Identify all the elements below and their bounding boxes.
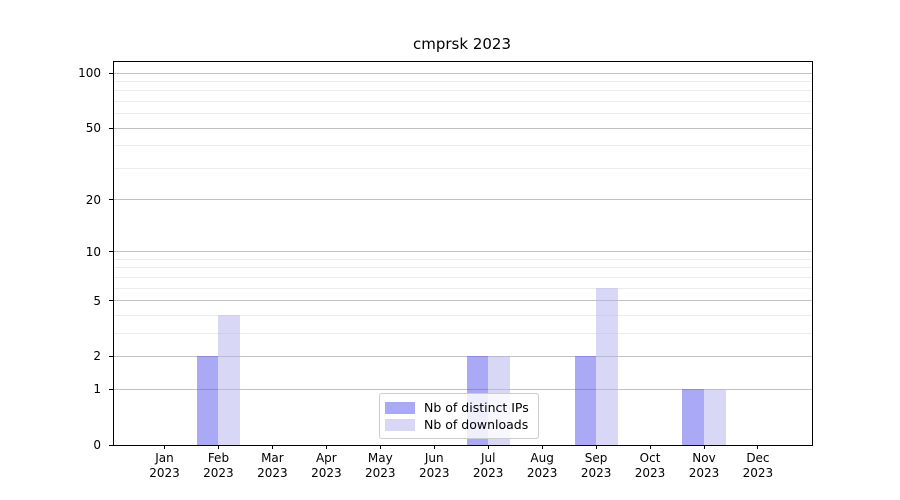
gridline-minor — [114, 90, 812, 92]
legend-label-downloads: Nb of downloads — [424, 417, 529, 432]
month-label: Jun — [424, 451, 444, 465]
x-tick-label-nov: Nov 2023 — [674, 451, 734, 481]
x-tick-label-may: May 2023 — [350, 451, 410, 481]
x-tick-label-jun: Jun 2023 — [404, 451, 464, 481]
y-axis-tick — [109, 72, 113, 74]
month-label: Sep — [584, 451, 608, 465]
year-label: 2023 — [634, 466, 666, 480]
y-axis-tick — [109, 300, 113, 302]
gridline-minor — [114, 258, 812, 260]
y-tick-label: 1 — [93, 382, 101, 397]
month-label: Oct — [639, 451, 661, 465]
gridline-major — [114, 127, 812, 129]
x-tick-label-jan: Jan 2023 — [135, 451, 195, 481]
month-label: Nov — [692, 451, 716, 465]
chart-title: cmprsk 2023 — [413, 35, 511, 53]
month-label: Jan — [155, 451, 174, 465]
bar-distinct-ips — [574, 356, 597, 445]
year-label: 2023 — [472, 466, 504, 480]
x-axis-tick — [541, 445, 543, 449]
year-label: 2023 — [526, 466, 558, 480]
y-axis-tick — [109, 388, 113, 390]
x-axis-tick — [595, 445, 597, 449]
year-label: 2023 — [365, 466, 396, 480]
x-axis-tick — [271, 445, 273, 449]
gridline-minor — [114, 167, 812, 169]
month-label: Jul — [480, 451, 496, 465]
x-tick-label-jul: Jul 2023 — [458, 451, 518, 481]
year-label: 2023 — [203, 466, 234, 480]
y-tick-label: 2 — [93, 349, 101, 364]
gridline-major — [114, 199, 812, 201]
x-tick-label-apr: Apr 2023 — [296, 451, 356, 481]
y-axis-tick — [109, 355, 113, 357]
legend-swatch-distinct-ips — [385, 401, 415, 414]
month-label: Dec — [746, 451, 770, 465]
x-axis-tick — [379, 445, 381, 449]
gridline-minor — [114, 314, 812, 316]
plot-area: Nb of distinct IPs Nb of downloads — [113, 61, 813, 446]
x-axis-tick — [649, 445, 651, 449]
y-tick-label: 100 — [78, 66, 101, 80]
bar-downloads — [218, 315, 241, 445]
gridline-minor — [114, 100, 812, 102]
y-tick-label: 50 — [85, 121, 101, 136]
x-tick-label-sep: Sep 2023 — [566, 451, 626, 481]
gridline-major — [114, 355, 812, 357]
bar-distinct-ips — [682, 389, 704, 445]
bar-downloads — [704, 389, 726, 445]
gridline-minor — [114, 80, 812, 82]
month-label: May — [367, 451, 393, 465]
x-axis-tick — [325, 445, 327, 449]
bar-downloads — [596, 288, 618, 445]
x-axis-tick — [703, 445, 705, 449]
y-axis-tick — [109, 127, 113, 129]
gridline-minor — [114, 145, 812, 147]
gridline-minor — [114, 113, 812, 115]
y-axis-tick — [109, 251, 113, 253]
month-label: Aug — [530, 451, 554, 465]
x-tick-label-dec: Dec 2023 — [728, 451, 788, 481]
year-label: 2023 — [742, 466, 774, 480]
x-axis-tick — [433, 445, 435, 449]
y-axis-tick — [109, 199, 113, 201]
gridline-major — [114, 251, 812, 253]
y-tick-label: 10 — [85, 244, 101, 259]
gridline-major — [114, 388, 812, 390]
y-axis-tick — [109, 444, 113, 446]
x-axis-tick — [217, 445, 219, 449]
year-label: 2023 — [257, 466, 288, 480]
month-label: Apr — [315, 451, 337, 465]
legend-label-distinct-ips: Nb of distinct IPs — [424, 400, 529, 415]
x-axis-tick — [757, 445, 759, 449]
gridline-minor — [114, 287, 812, 289]
x-tick-label-mar: Mar 2023 — [242, 451, 302, 481]
gridline-minor — [114, 276, 812, 278]
month-label: Feb — [207, 451, 230, 465]
legend-swatch-downloads — [385, 418, 415, 431]
gridline-minor — [114, 267, 812, 269]
x-tick-label-aug: Aug 2023 — [512, 451, 572, 481]
month-label: Mar — [261, 451, 284, 465]
bar-distinct-ips — [196, 356, 219, 445]
legend-row-distinct-ips: Nb of distinct IPs — [385, 399, 529, 416]
year-label: 2023 — [688, 466, 720, 480]
x-tick-label-oct: Oct 2023 — [620, 451, 680, 481]
y-tick-label: 0 — [93, 438, 101, 452]
x-axis-tick — [164, 445, 165, 449]
legend: Nb of distinct IPs Nb of downloads — [379, 393, 539, 439]
y-tick-label: 20 — [85, 192, 101, 207]
x-axis-tick — [487, 445, 489, 449]
gridline-major — [114, 300, 812, 302]
gridline-minor — [114, 332, 812, 334]
y-tick-label: 5 — [93, 293, 101, 308]
x-tick-label-feb: Feb 2023 — [188, 451, 248, 481]
year-label: 2023 — [311, 466, 342, 480]
year-label: 2023 — [418, 466, 450, 480]
year-label: 2023 — [580, 466, 612, 480]
year-label: 2023 — [149, 466, 180, 480]
legend-row-downloads: Nb of downloads — [385, 416, 529, 433]
gridline-major — [114, 72, 812, 74]
